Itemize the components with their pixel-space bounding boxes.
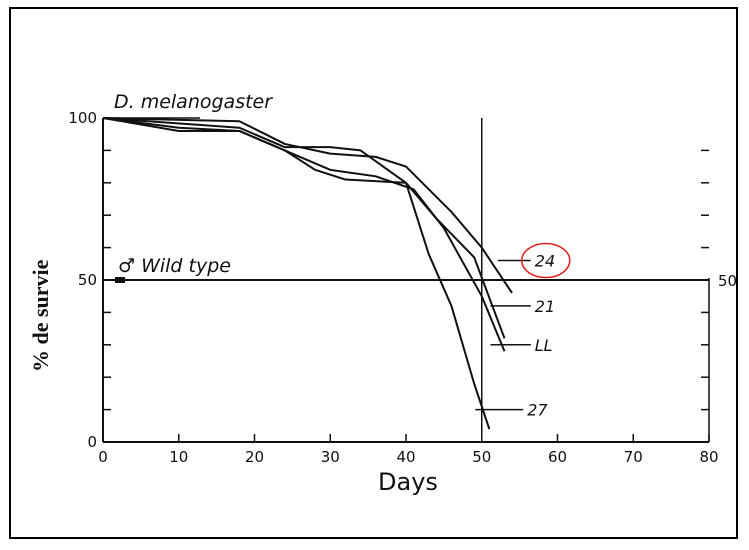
x-tick-label: 10 bbox=[169, 448, 188, 466]
x-tick-label: 0 bbox=[98, 448, 108, 466]
chart-frame bbox=[9, 7, 738, 539]
x-tick-label: 70 bbox=[624, 448, 643, 466]
x-axis-label: Days bbox=[378, 468, 438, 496]
series-label-LL: LL bbox=[535, 336, 553, 355]
series-line-27 bbox=[102, 117, 491, 430]
series-label-27: 27 bbox=[527, 401, 548, 420]
series-label-21: 21 bbox=[535, 297, 555, 316]
series-line-24 bbox=[102, 117, 513, 294]
series-line-LL bbox=[102, 117, 506, 352]
series-group bbox=[102, 117, 513, 430]
x-tick-label: 20 bbox=[245, 448, 264, 466]
x-tick-label: 80 bbox=[699, 448, 718, 466]
reference-marker bbox=[115, 277, 125, 283]
series-label-24: 24 bbox=[535, 252, 555, 271]
wild-type-label: ♂ Wild type bbox=[118, 255, 231, 277]
annotation-group: 24 21 LL 27 bbox=[475, 242, 571, 420]
tick-group: 0 10 20 30 40 50 60 70 80 0 50 100 bbox=[68, 109, 718, 466]
series-line-21 bbox=[102, 117, 506, 339]
chart-title: D. melanogaster bbox=[114, 91, 273, 113]
x-tick-label: 50 bbox=[472, 448, 491, 466]
y-tick-label: 100 bbox=[68, 109, 97, 127]
highlight-circle bbox=[521, 242, 571, 279]
right-tick-label: 50 bbox=[718, 272, 737, 290]
y-tick-label: 50 bbox=[78, 271, 97, 289]
x-tick-label: 30 bbox=[321, 448, 340, 466]
x-tick-label: 40 bbox=[396, 448, 415, 466]
x-tick-label: 60 bbox=[548, 448, 567, 466]
y-tick-label: 0 bbox=[87, 433, 97, 451]
y-axis-label: % de survie bbox=[28, 259, 53, 372]
